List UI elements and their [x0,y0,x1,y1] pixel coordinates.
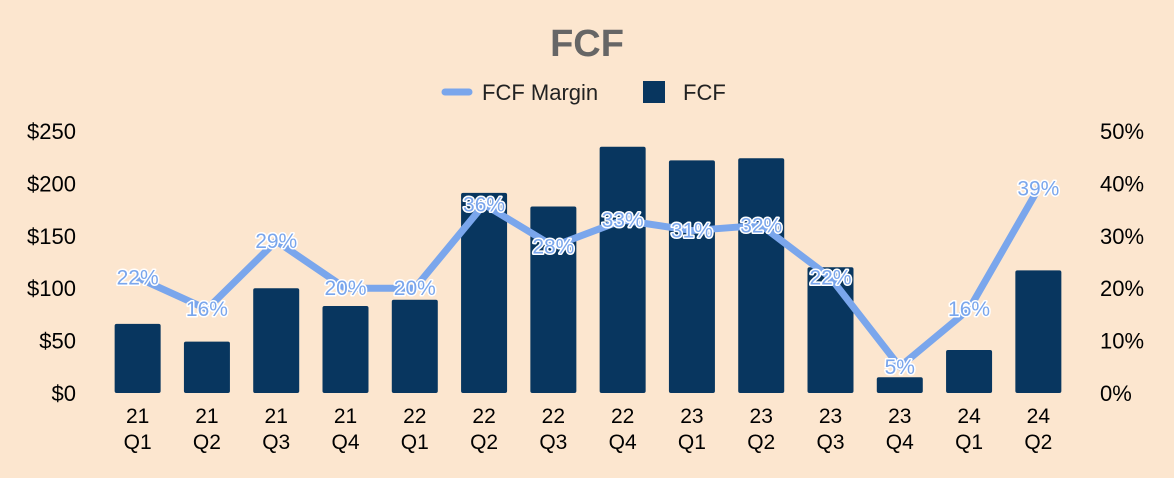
bar-fcf [599,146,646,393]
x-axis: 21 Q1 21 Q2 21 Q3 21 Q4 22 Q1 22 Q2 22 Q3 22 Q4 23 Q1 23 Q2… [124,405,1053,454]
x-tick-year: 21 [265,405,288,428]
bar-fcf [183,341,230,393]
bar-fcf [946,350,993,393]
bar-fcf [253,288,300,393]
x-tick-quarter: Q1 [955,431,983,454]
data-label-fcf-margin: 29% [255,230,297,253]
data-label-fcf-margin: 20% [324,277,366,300]
y-left-tick-label: $200 [27,171,76,196]
x-tick-year: 22 [403,405,426,428]
x-tick-year: 22 [542,405,565,428]
x-tick-quarter: Q4 [331,431,359,454]
x-tick-year: 23 [888,405,911,428]
x-tick-year: 23 [680,405,703,428]
bar-fcf [738,158,785,393]
data-label-fcf-margin: 22% [117,267,159,290]
x-tick-quarter: Q3 [262,431,290,454]
x-tick-quarter: Q1 [678,431,706,454]
y-right-tick-label: 30% [1100,224,1144,249]
y-left-tick-label: $100 [27,276,76,301]
x-tick-year: 21 [334,405,357,428]
x-tick-quarter: Q3 [816,431,844,454]
legend-label-fcf: FCF [683,80,726,105]
bar-fcf [461,192,508,393]
bar-fcf [807,267,854,393]
y-left-tick-label: $0 [52,381,76,406]
line-series-fcf-margin: 22% 16% 29% 20% 20% 36% 28% 33% 31% 32% 22% 5% 16% 39… [115,176,1061,380]
x-tick-year: 24 [957,405,981,428]
bar-fcf [668,160,715,393]
bar-fcf [114,323,161,393]
bar-series-fcf [114,146,1062,393]
y-axis-left: $0 $50 $100 $150 $200 $250 [27,119,76,406]
x-tick-quarter: Q2 [747,431,775,454]
data-label-fcf-margin: 16% [948,298,990,321]
y-left-tick-label: $250 [27,119,76,144]
data-label-fcf-margin: 5% [885,356,915,379]
y-left-tick-label: $150 [27,224,76,249]
y-axis-right: 0% 10% 20% 30% 40% 50% [1100,119,1144,406]
data-label-fcf-margin: 33% [602,209,644,232]
y-right-tick-label: 40% [1100,171,1144,196]
data-label-fcf-margin: 28% [532,235,574,258]
legend: FCF Margin FCF [441,80,726,105]
data-label-fcf-margin: 31% [671,220,713,243]
data-label-fcf-margin: 39% [1017,178,1059,201]
bar-fcf [530,206,577,393]
bar-fcf [322,306,369,393]
x-tick-quarter: Q2 [470,431,498,454]
data-label-fcf-margin: 36% [463,193,505,216]
data-label-fcf-margin: 32% [740,214,782,237]
y-right-tick-label: 50% [1100,119,1144,144]
y-right-tick-label: 20% [1100,276,1144,301]
legend-swatch-fcf [643,81,665,103]
x-tick-year: 22 [472,405,495,428]
y-right-tick-label: 10% [1100,329,1144,354]
x-tick-quarter: Q2 [193,431,221,454]
y-left-tick-label: $50 [39,329,76,354]
bar-fcf [876,377,923,393]
line-fcf-margin [134,185,1042,371]
x-tick-quarter: Q1 [124,431,152,454]
x-tick-year: 24 [1027,405,1051,428]
x-tick-year: 23 [750,405,773,428]
x-tick-year: 21 [195,405,218,428]
x-tick-quarter: Q3 [539,431,567,454]
data-label-fcf-margin: 16% [186,298,228,321]
legend-label-fcf-margin: FCF Margin [482,80,598,105]
x-tick-year: 23 [819,405,842,428]
y-right-tick-label: 0% [1100,381,1132,406]
x-tick-quarter: Q4 [609,431,637,454]
data-label-fcf-margin: 20% [394,277,436,300]
x-tick-quarter: Q2 [1024,431,1052,454]
bar-fcf [1015,270,1062,393]
data-label-fcf-margin: 22% [809,267,851,290]
chart-title: FCF [550,23,624,65]
x-tick-year: 21 [126,405,149,428]
bar-fcf [391,299,438,393]
x-tick-quarter: Q1 [401,431,429,454]
x-tick-year: 22 [611,405,634,428]
x-tick-quarter: Q4 [886,431,914,454]
